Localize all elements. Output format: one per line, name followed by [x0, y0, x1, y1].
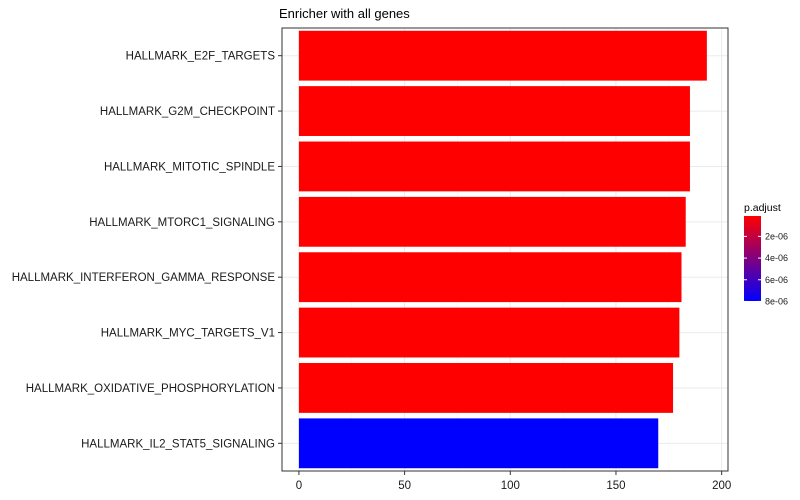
- panel-border: [281, 27, 729, 472]
- x-tick-label: 100: [501, 480, 520, 492]
- bar: [298, 141, 690, 192]
- bar: [298, 196, 686, 247]
- bar: [298, 307, 680, 358]
- bar: [298, 363, 674, 413]
- legend-tick-label: 4e-06: [765, 253, 788, 263]
- category-label: HALLMARK_G2M_CHECKPOINT: [100, 106, 275, 118]
- color-legend: p.adjust 2e-06 4e-06 6e-06 8e-06: [744, 202, 788, 306]
- category-label: HALLMARK_OXIDATIVE_PHOSPHORYLATION: [26, 383, 275, 395]
- legend-colorbar: [744, 216, 761, 301]
- category-label: HALLMARK_MYC_TARGETS_V1: [101, 328, 275, 340]
- category-labels: HALLMARK_E2F_TARGETS HALLMARK_G2M_CHECKPO…: [12, 51, 282, 450]
- category-label: HALLMARK_MITOTIC_SPINDLE: [104, 161, 275, 173]
- category-label: HALLMARK_IL2_STAT5_SIGNALING: [81, 438, 275, 450]
- x-axis-ticks: 0 50 100 150 200: [296, 471, 731, 492]
- x-tick-label: 200: [712, 480, 731, 492]
- bar: [298, 86, 690, 136]
- category-label: HALLMARK_MTORC1_SIGNALING: [89, 217, 275, 229]
- legend-tick-label: 6e-06: [765, 275, 788, 285]
- legend-tick-label: 8e-06: [765, 296, 788, 306]
- category-label: HALLMARK_INTERFERON_GAMMA_RESPONSE: [12, 272, 276, 284]
- x-tick-label: 150: [606, 480, 625, 492]
- category-label: HALLMARK_E2F_TARGETS: [126, 51, 276, 63]
- bar: [298, 252, 682, 303]
- chart-title: Enricher with all genes: [279, 6, 410, 21]
- bar: [298, 30, 707, 81]
- legend-tick-label: 2e-06: [765, 231, 788, 241]
- bar: [298, 418, 659, 469]
- x-tick-label: 50: [398, 480, 411, 492]
- legend-title: p.adjust: [744, 202, 781, 214]
- bars: [298, 30, 707, 469]
- x-tick-label: 0: [296, 480, 302, 492]
- panel-frame: [281, 27, 729, 472]
